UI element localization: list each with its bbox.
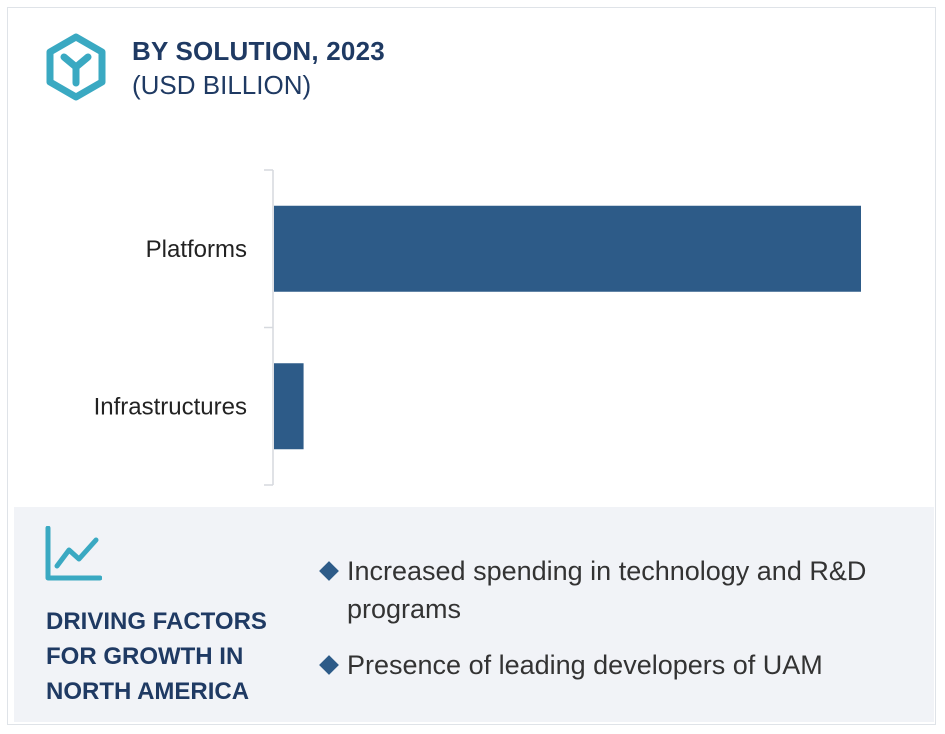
category-label-infrastructures: Infrastructures [94, 393, 247, 420]
bar-infrastructures [274, 363, 304, 450]
chart-title: BY SOLUTION, 2023 [132, 36, 385, 66]
factor-item: Increased spending in technology and R&D… [319, 552, 920, 628]
factor-text: Presence of leading developers of UAM [347, 650, 823, 680]
driving-factors-panel [14, 507, 934, 722]
driving-factors-list: Increased spending in technology and R&D… [319, 552, 920, 702]
bar-chart: Platforms Infrastructures [94, 169, 861, 486]
diamond-bullet-icon [319, 561, 339, 581]
factor-text: Increased spending in technology and R&D… [347, 556, 867, 624]
factor-item: Presence of leading developers of UAM [319, 646, 920, 684]
trend-line-icon [45, 526, 102, 581]
diamond-bullet-icon [319, 655, 339, 675]
hexagon-y-icon [46, 33, 106, 101]
driving-factors-title: DRIVING FACTORS FOR GROWTH IN NORTH AMER… [46, 608, 267, 705]
chart-subtitle: (USD BILLION) [132, 70, 312, 100]
bar-platforms [274, 205, 861, 292]
category-label-platforms: Platforms [146, 236, 247, 263]
